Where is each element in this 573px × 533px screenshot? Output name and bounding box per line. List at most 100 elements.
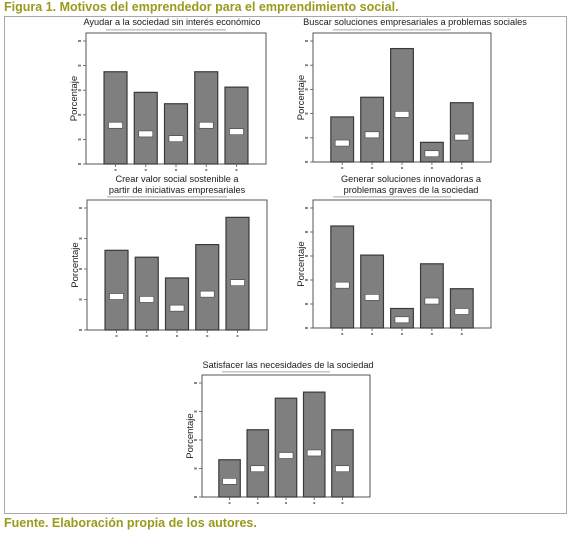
x-tick-label-mark: [144, 169, 147, 171]
value-label-box: [222, 478, 237, 485]
value-label-box: [230, 279, 245, 286]
bar: [163, 103, 189, 165]
bar: [133, 91, 158, 165]
y-tick-label-mark: [305, 231, 308, 233]
x-tick-label-mark: [176, 335, 178, 337]
y-tick-label-mark: [305, 255, 308, 257]
y-tick-label-mark: [78, 89, 81, 92]
y-tick-label-mark: [194, 496, 197, 498]
value-label-box: [109, 293, 124, 300]
value-label-box: [335, 465, 350, 473]
value-label-box: [229, 128, 244, 136]
y-tick-label-mark: [79, 268, 82, 270]
value-label-box: [394, 316, 410, 324]
x-tick-label-mark: [341, 502, 344, 504]
y-tick-label-mark: [305, 161, 308, 163]
y-tick-label-mark: [305, 88, 308, 91]
title-underline: [107, 196, 227, 198]
bar: [360, 96, 385, 163]
y-axis-label: Porcentaje: [296, 75, 307, 120]
x-tick-label-mark: [236, 335, 239, 337]
title-underline: [106, 29, 226, 31]
x-tick-label-mark: [401, 167, 403, 169]
x-tick-label-mark: [115, 335, 118, 337]
y-tick-label-mark: [78, 113, 81, 116]
x-tick-label-mark: [313, 502, 316, 504]
chart-title: partir de iniciativas empresariales: [109, 185, 246, 195]
value-label-box: [394, 111, 410, 118]
y-axis-label: Porcentaje: [185, 413, 196, 458]
bar: [330, 116, 355, 163]
x-tick-label-mark: [341, 333, 344, 335]
bar: [195, 244, 220, 331]
bar: [274, 397, 298, 498]
x-tick-label-mark: [371, 167, 374, 169]
x-tick-label-mark: [430, 167, 433, 169]
value-label-box: [454, 133, 470, 141]
figure-source: Fuente. Elaboración propia de los autore…: [4, 516, 257, 530]
bar: [246, 429, 270, 498]
value-label-box: [199, 290, 215, 298]
y-tick-label-mark: [305, 327, 308, 329]
y-tick-label-mark: [194, 410, 197, 413]
bar: [302, 391, 326, 498]
y-tick-label-mark: [78, 163, 81, 165]
value-label-box: [334, 139, 350, 147]
x-tick-label-mark: [206, 335, 209, 337]
bar: [224, 86, 249, 165]
value-label-box: [138, 130, 154, 138]
bar: [360, 254, 385, 329]
bar: [103, 71, 128, 165]
x-tick-label-mark: [430, 333, 433, 335]
x-tick-label-mark: [114, 169, 117, 171]
y-tick-label-mark: [305, 112, 308, 115]
bar: [134, 256, 159, 331]
bar: [164, 277, 190, 331]
chart-panel-5: Satisfacer las necesidades de la socieda…: [185, 360, 374, 504]
value-label-box: [424, 150, 440, 158]
bar: [104, 249, 129, 331]
chart-title: Crear valor social sostenible a: [115, 174, 239, 184]
value-label-box: [334, 281, 350, 289]
y-tick-label-mark: [78, 40, 81, 42]
chart-panel-4: Generar soluciones innovadoras aproblema…: [296, 174, 492, 335]
y-tick-label-mark: [305, 40, 308, 42]
bar: [330, 225, 355, 329]
y-tick-label-mark: [194, 382, 197, 384]
value-label-box: [278, 452, 294, 459]
value-label-box: [454, 308, 470, 315]
y-tick-label-mark: [79, 237, 82, 240]
chart-title: Buscar soluciones empresariales a proble…: [303, 17, 527, 27]
chart-panel-2: Buscar soluciones empresariales a proble…: [296, 17, 527, 169]
chart-title: Satisfacer las necesidades de la socieda…: [202, 360, 373, 370]
value-label-box: [364, 294, 380, 301]
chart-panel-1: Ayudar a la sociedad sin interés económi…: [69, 17, 267, 171]
bar: [331, 429, 354, 498]
y-tick-label-mark: [194, 439, 197, 441]
title-underline: [222, 371, 330, 373]
y-tick-label-mark: [79, 207, 82, 209]
y-tick-label-mark: [194, 467, 197, 470]
chart-title: problemas graves de la sociedad: [344, 185, 479, 195]
value-label-box: [364, 131, 380, 139]
y-tick-label-mark: [305, 207, 308, 209]
bar: [225, 216, 250, 331]
y-tick-label-mark: [79, 298, 82, 301]
chart-title: Ayudar a la sociedad sin interés económi…: [83, 17, 260, 27]
y-tick-label-mark: [305, 303, 308, 305]
value-label-box: [108, 121, 123, 129]
x-tick-label-mark: [175, 169, 177, 171]
y-tick-label-mark: [79, 329, 82, 331]
y-axis-label: Porcentaje: [70, 242, 81, 287]
chart-title: Generar soluciones innovadoras a: [341, 174, 482, 184]
x-tick-label-mark: [145, 335, 148, 337]
y-axis-label: Porcentaje: [69, 76, 80, 121]
y-tick-label-mark: [305, 136, 308, 139]
x-tick-label-mark: [460, 333, 463, 335]
value-label-box: [168, 135, 184, 142]
x-tick-label-mark: [341, 167, 344, 169]
y-tick-label-mark: [305, 64, 308, 67]
bar: [419, 263, 444, 329]
